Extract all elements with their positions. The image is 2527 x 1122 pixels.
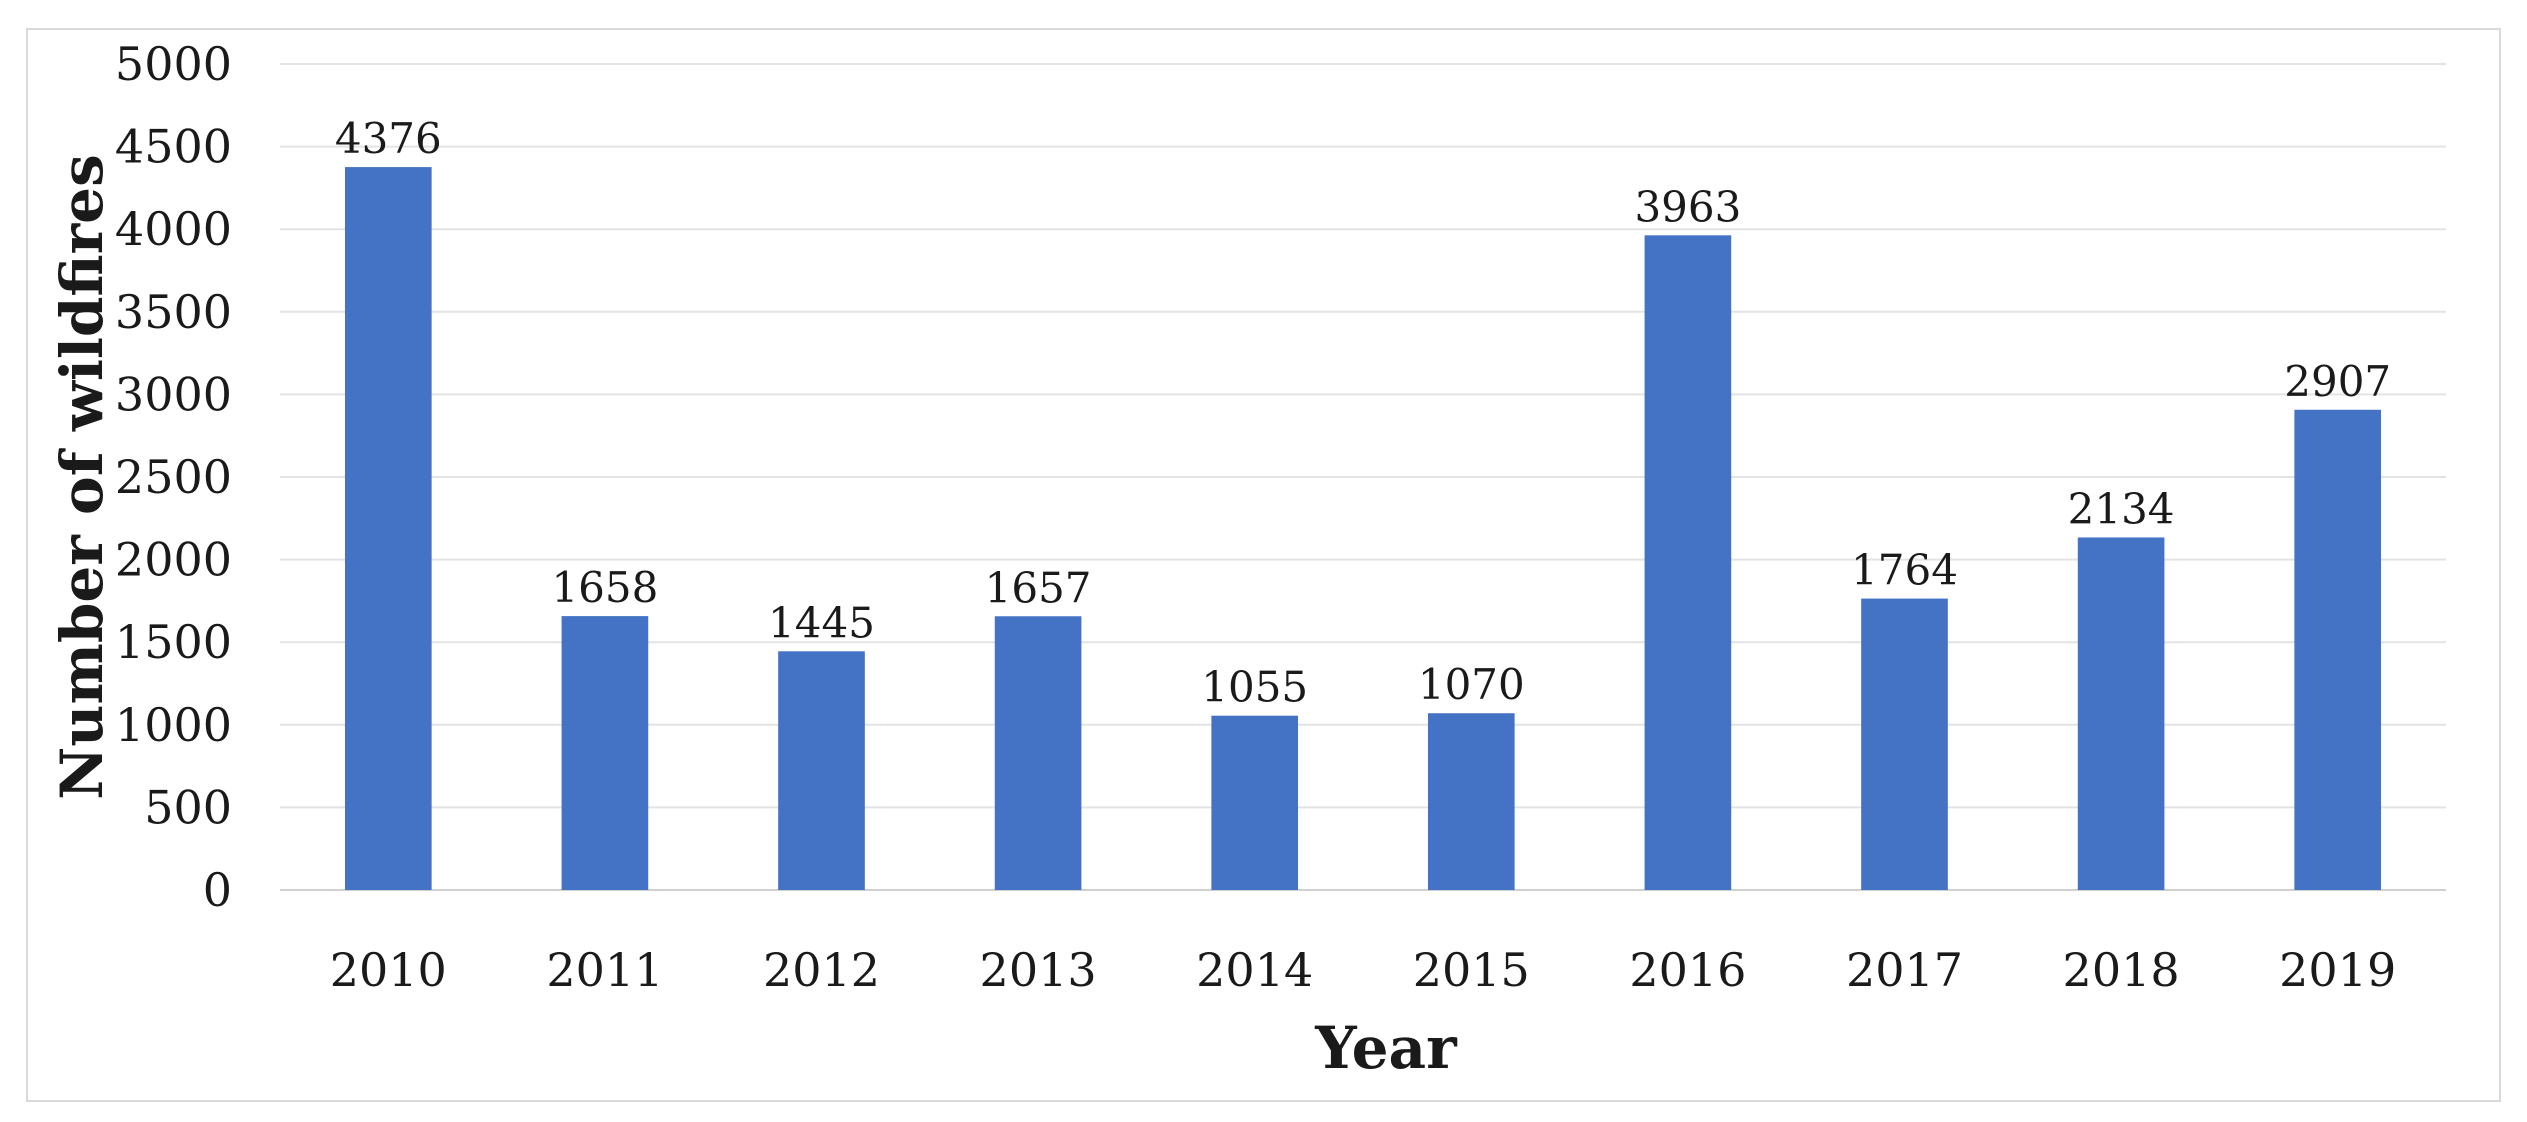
x-tick-label-2014: 2014 [1196, 943, 1313, 997]
y-tick-label: 4500 [115, 120, 232, 174]
bar-2013 [994, 616, 1082, 890]
x-tick-label-2010: 2010 [330, 943, 447, 997]
bar-2012 [778, 651, 865, 890]
data-label-2017: 1764 [1851, 546, 1958, 595]
x-tick-label-2016: 2016 [1629, 943, 1746, 997]
bar-2019 [2294, 409, 2382, 890]
x-axis-title: Year [1314, 1014, 1458, 1082]
bar-2018 [2077, 537, 2165, 890]
x-tick-label-2017: 2017 [1846, 943, 1963, 997]
bars [344, 167, 2382, 891]
data-label-2016: 3963 [1634, 182, 1741, 231]
x-tick-label-2018: 2018 [2063, 943, 2180, 997]
data-label-2013: 1657 [985, 563, 1092, 612]
y-tick-label: 2500 [115, 450, 232, 504]
bar-2016 [1644, 235, 1732, 891]
data-label-2015: 1070 [1418, 660, 1525, 709]
data-label-2011: 1658 [551, 563, 658, 612]
x-tick-label-2015: 2015 [1413, 943, 1530, 997]
data-label-2019: 2907 [2284, 357, 2391, 406]
y-tick-label: 1500 [115, 615, 232, 669]
y-tick-label: 4000 [115, 202, 232, 256]
x-tick-labels: 2010 2011 2012 2013 2014 2015 2016 2017 2018 2019 [330, 943, 2396, 997]
y-tick-labels: 0 500 1000 1500 2000 2500 3000 3500 4000 4500 5000 [115, 37, 232, 917]
data-label-2014: 1055 [1201, 663, 1308, 712]
y-tick-label: 5000 [115, 37, 232, 91]
x-tick-label-2011: 2011 [546, 943, 663, 997]
x-tick-label-2019: 2019 [2279, 943, 2396, 997]
bar-2015 [1427, 713, 1515, 890]
y-tick-label: 3000 [115, 367, 232, 421]
data-label-2010: 4376 [335, 114, 442, 163]
y-tick-label: 2000 [115, 533, 232, 587]
x-tick-label-2012: 2012 [763, 943, 880, 997]
data-label-2012: 1445 [768, 598, 875, 647]
bar-2010 [344, 167, 432, 891]
bar-2017 [1861, 598, 1948, 890]
data-labels: 4376 1658 1445 1657 1055 1070 3963 1764 2134 2907 [335, 114, 2391, 712]
y-axis-title: Number of wildfires [48, 154, 116, 799]
y-tick-label: 1000 [115, 698, 232, 752]
data-label-2018: 2134 [2068, 484, 2175, 533]
bar-2014 [1211, 715, 1299, 890]
y-tick-label: 3500 [115, 285, 232, 339]
bar-2011 [561, 616, 649, 890]
x-tick-label-2013: 2013 [980, 943, 1097, 997]
y-tick-label: 0 [203, 863, 232, 917]
y-tick-label: 500 [144, 780, 232, 834]
